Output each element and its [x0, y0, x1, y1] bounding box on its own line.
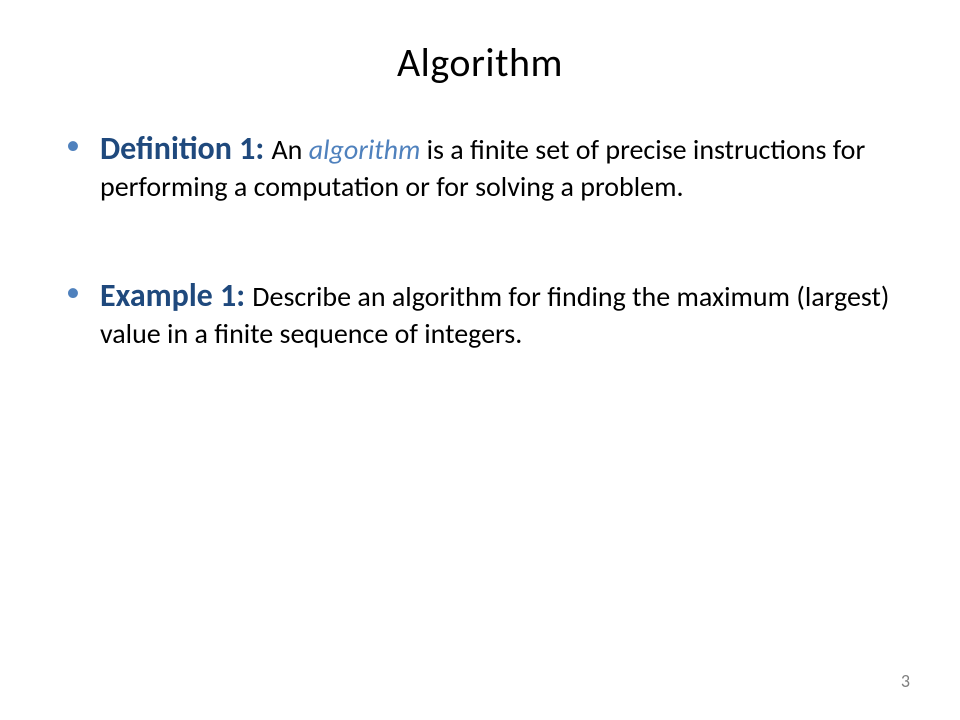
list-item: Example 1: Describe an algorithm for fin… — [100, 276, 900, 351]
item-keyword: algorithm — [309, 132, 421, 167]
slide-title: Algorithm — [60, 38, 900, 87]
page-number: 3 — [901, 670, 910, 692]
list-item: Definition 1: An algorithm is a finite s… — [100, 129, 900, 204]
item-lead: Example 1: — [100, 276, 252, 315]
slide: Algorithm Definition 1: An algorithm is … — [0, 0, 960, 720]
bullet-list: Definition 1: An algorithm is a finite s… — [60, 129, 900, 351]
item-lead: Definition 1: — [100, 129, 271, 168]
item-pre: An — [271, 132, 308, 167]
